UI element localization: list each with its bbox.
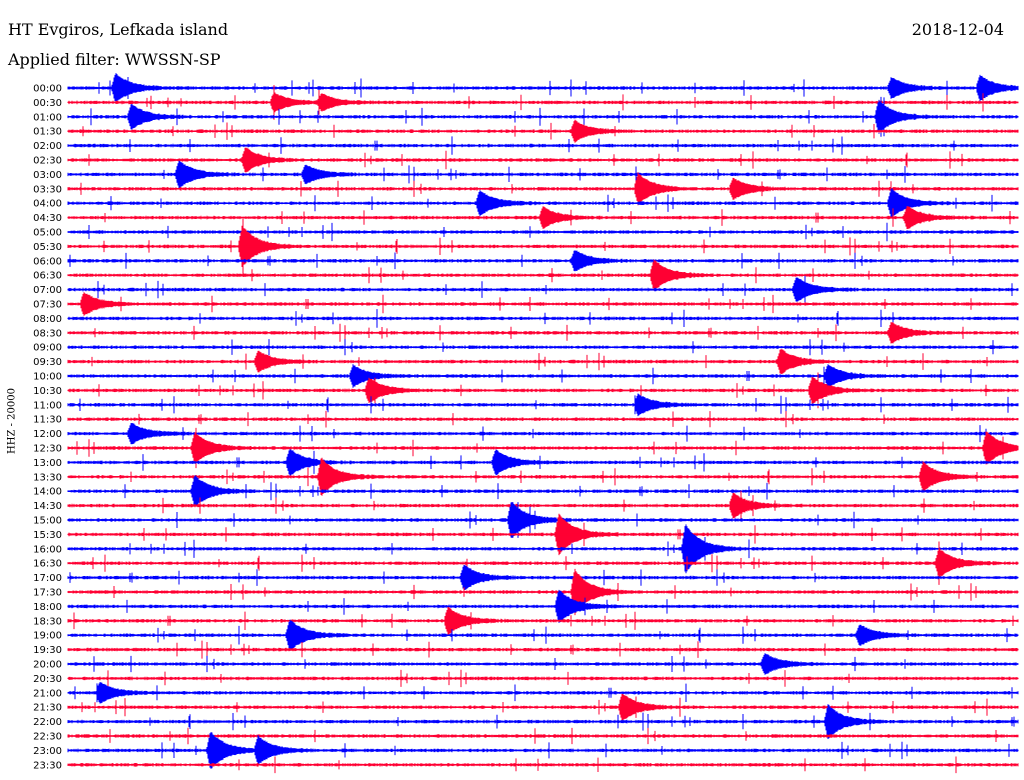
row-time-label: 00:00 xyxy=(33,84,62,95)
row-time-label: 13:00 xyxy=(33,458,62,469)
row-time-label: 17:30 xyxy=(33,588,62,599)
row-time-label: 05:00 xyxy=(33,228,62,239)
plot-date: 2018-12-04 xyxy=(911,20,1004,39)
row-time-label: 11:30 xyxy=(33,415,62,426)
row-time-label: 22:00 xyxy=(33,717,62,728)
row-time-label: 23:30 xyxy=(33,760,62,771)
row-time-label: 02:00 xyxy=(33,141,62,152)
row-time-label: 06:30 xyxy=(33,271,62,282)
row-time-label: 08:30 xyxy=(33,328,62,339)
station-title: HT Evgiros, Lefkada island xyxy=(8,20,229,39)
row-time-label: 13:30 xyxy=(33,472,62,483)
row-time-label: 07:00 xyxy=(33,285,62,296)
row-time-label: 18:00 xyxy=(33,602,62,613)
row-time-label: 03:30 xyxy=(33,184,62,195)
row-time-label: 19:30 xyxy=(33,645,62,656)
row-time-label: 18:30 xyxy=(33,616,62,627)
row-time-label: 09:00 xyxy=(33,343,62,354)
row-time-label: 14:00 xyxy=(33,487,62,498)
row-time-label: 04:30 xyxy=(33,213,62,224)
row-time-label: 11:00 xyxy=(33,400,62,411)
row-time-label: 08:00 xyxy=(33,314,62,325)
row-time-label: 15:30 xyxy=(33,530,62,541)
row-time-label: 01:30 xyxy=(33,127,62,138)
row-time-label: 16:00 xyxy=(33,544,62,555)
filter-label: Applied filter: WWSSN-SP xyxy=(8,50,221,69)
row-time-label: 12:00 xyxy=(33,429,62,440)
row-time-label: 15:00 xyxy=(33,516,62,527)
row-time-label: 01:00 xyxy=(33,112,62,123)
row-time-label: 21:00 xyxy=(33,688,62,699)
row-time-label: 19:00 xyxy=(33,631,62,642)
row-time-label: 16:30 xyxy=(33,559,62,570)
row-time-label: 02:30 xyxy=(33,156,62,167)
row-time-label: 06:00 xyxy=(33,256,62,267)
row-time-label: 20:30 xyxy=(33,674,62,685)
row-time-label: 00:30 xyxy=(33,98,62,109)
row-time-label: 17:00 xyxy=(33,573,62,584)
row-time-label: 10:00 xyxy=(33,372,62,383)
row-time-label: 23:00 xyxy=(33,746,62,757)
row-time-label: 05:30 xyxy=(33,242,62,253)
row-time-label: 22:30 xyxy=(33,732,62,743)
row-time-label: 12:30 xyxy=(33,444,62,455)
row-time-label: 07:30 xyxy=(33,300,62,311)
row-time-label: 03:00 xyxy=(33,170,62,181)
row-time-label: 09:30 xyxy=(33,357,62,368)
row-time-label: 04:00 xyxy=(33,199,62,210)
row-time-label: 20:00 xyxy=(33,660,62,671)
row-time-label: 21:30 xyxy=(33,703,62,714)
row-time-label: 10:30 xyxy=(33,386,62,397)
row-time-label: 14:30 xyxy=(33,501,62,512)
